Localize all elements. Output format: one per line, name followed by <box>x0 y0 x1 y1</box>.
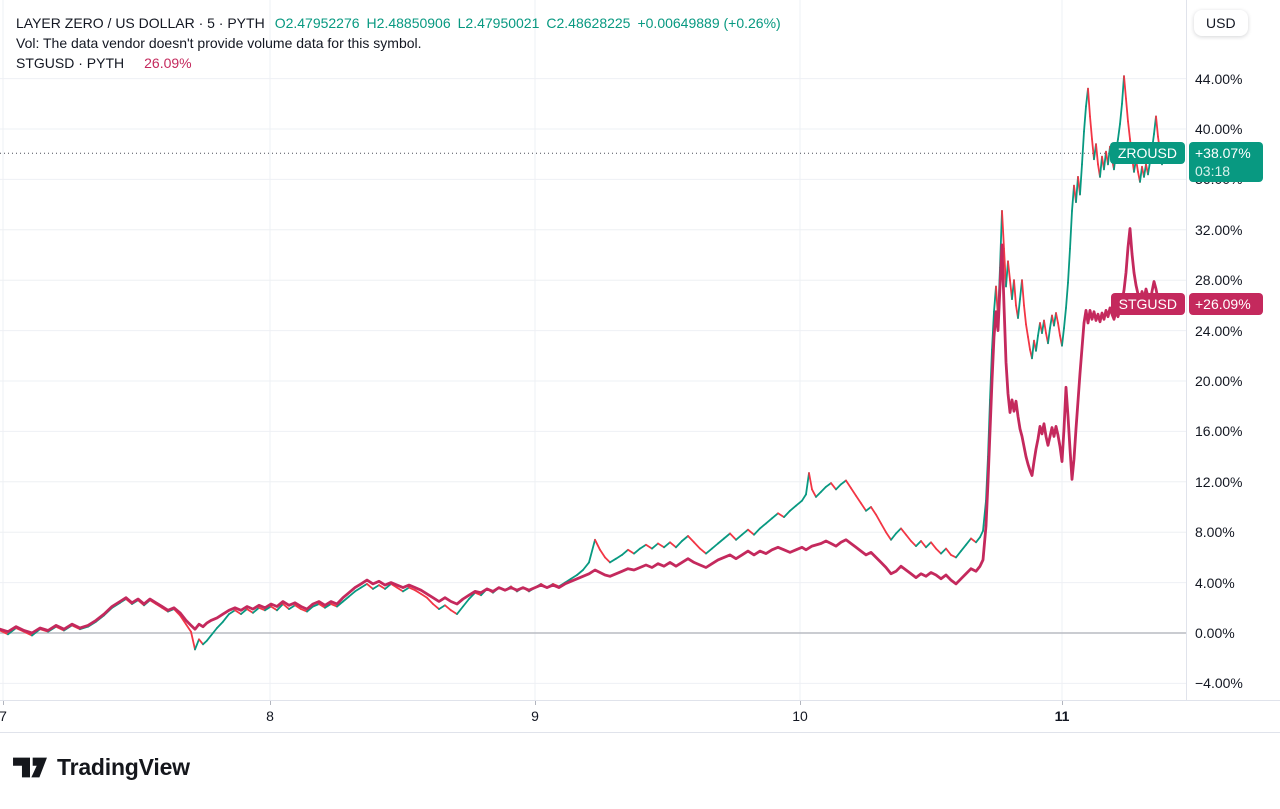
ohlc-high: H2.48850906 <box>366 15 451 31</box>
price-axis-label: 8.00% <box>1195 524 1235 541</box>
time-axis[interactable]: 7 8 9 10 11 <box>0 700 1280 733</box>
compare-change: 26.09% <box>144 55 192 71</box>
zro-series-name-tag: ZROUSD <box>1109 142 1185 165</box>
price-axis[interactable]: USD +38.07% 03:18 +26.09% 44.00%40.00%36… <box>1186 0 1280 700</box>
price-axis-label: 20.00% <box>1195 373 1243 389</box>
tradingview-logo-mark-icon <box>13 757 47 778</box>
time-axis-label: 8 <box>266 708 274 724</box>
price-axis-label: 44.00% <box>1195 70 1243 87</box>
ohlc-low: L2.47950021 <box>457 15 540 31</box>
bar-close-countdown: 03:18 <box>1195 163 1231 180</box>
chart-legend: LAYER ZERO / US DOLLAR · 5 · PYTH O2.4795… <box>16 13 788 73</box>
time-axis-label: 10 <box>792 708 808 724</box>
main-series-legend-row[interactable]: LAYER ZERO / US DOLLAR · 5 · PYTH O2.4795… <box>16 13 788 33</box>
price-axis-label: 16.00% <box>1195 423 1243 440</box>
price-axis-label: −4.00% <box>1195 675 1243 692</box>
ohlc-change: +0.00649889 (+0.26%) <box>637 15 781 31</box>
price-axis-label: 40.00% <box>1195 121 1243 137</box>
time-axis-label: 7 <box>0 708 7 724</box>
price-chart-canvas[interactable] <box>0 0 1186 700</box>
price-axis-label: 0.00% <box>1195 625 1235 641</box>
stg-series-name-tag: STGUSD <box>1110 293 1185 316</box>
stg-price-badge: +26.09% <box>1189 293 1263 316</box>
price-axis-label: 32.00% <box>1195 221 1243 238</box>
price-axis-label: 12.00% <box>1195 473 1243 490</box>
compare-symbol-title[interactable]: STGUSD · PYTH <box>16 55 125 71</box>
tradingview-logo-link[interactable]: TradingView <box>12 754 190 781</box>
footer-bar: TradingView <box>0 733 1280 809</box>
time-axis-label: 11 <box>1054 708 1070 724</box>
ohlc-open: O2.47952276 <box>274 15 360 31</box>
currency-usd-button[interactable]: USD <box>1194 10 1248 36</box>
time-axis-tick <box>270 701 271 705</box>
zro-price-badge: +38.07% 03:18 <box>1189 142 1263 183</box>
tradingview-logo-text: TradingView <box>57 754 190 780</box>
time-axis-tick <box>1062 701 1063 705</box>
time-axis-tick <box>800 701 801 705</box>
price-axis-label: 4.00% <box>1195 574 1235 591</box>
chart-plot-area[interactable]: LAYER ZERO / US DOLLAR · 5 · PYTH O2.4795… <box>0 0 1186 700</box>
time-axis-label: 9 <box>531 708 539 724</box>
zro-change-value: +38.07% <box>1195 145 1251 162</box>
volume-note: Vol: The data vendor doesn't provide vol… <box>16 35 422 51</box>
time-axis-tick <box>3 701 4 705</box>
time-axis-tick <box>535 701 536 705</box>
symbol-title[interactable]: LAYER ZERO / US DOLLAR · 5 · PYTH <box>16 15 265 31</box>
ohlc-close: C2.48628225 <box>546 15 631 31</box>
compare-series-legend-row[interactable]: STGUSD · PYTH 26.09% <box>16 53 788 73</box>
price-axis-label: 28.00% <box>1195 272 1243 289</box>
stg-change-value: +26.09% <box>1195 296 1251 313</box>
price-axis-label: 24.00% <box>1195 322 1243 339</box>
